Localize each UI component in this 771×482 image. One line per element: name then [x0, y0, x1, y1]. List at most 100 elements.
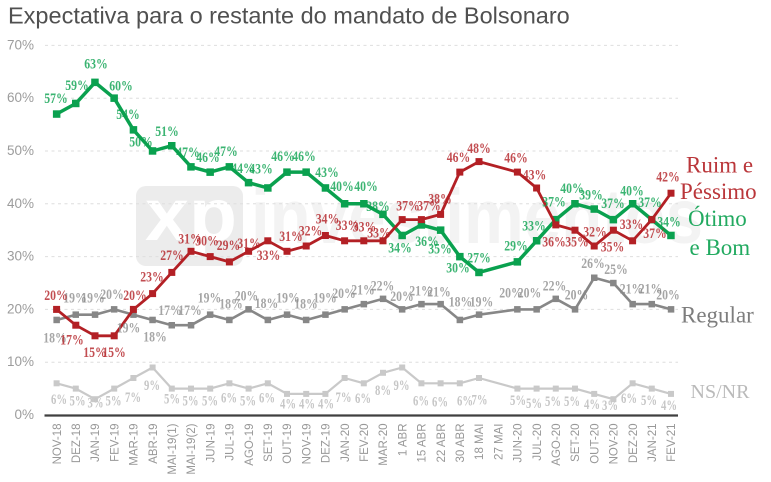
svg-text:9%: 9%	[394, 378, 410, 394]
svg-text:JUN-20: JUN-20	[513, 424, 525, 463]
svg-text:20%: 20%	[332, 286, 356, 302]
svg-text:39%: 39%	[579, 188, 603, 204]
svg-text:37%: 37%	[601, 196, 625, 212]
svg-text:33%: 33%	[336, 218, 360, 234]
svg-text:33%: 33%	[620, 217, 644, 233]
svg-text:6%: 6%	[413, 394, 429, 410]
svg-text:18%: 18%	[219, 297, 243, 313]
svg-text:ABR-19: ABR-19	[148, 424, 160, 464]
svg-text:NS/NR: NS/NR	[691, 381, 751, 403]
svg-text:JUN-19: JUN-19	[205, 424, 217, 463]
svg-text:34%: 34%	[316, 212, 340, 228]
svg-text:JAN-21: JAN-21	[647, 424, 659, 462]
svg-text:17%: 17%	[60, 333, 84, 349]
svg-text:27%: 27%	[467, 251, 491, 267]
svg-text:27 MAI: 27 MAI	[493, 424, 505, 460]
svg-text:xp: xp	[145, 173, 237, 256]
svg-text:29%: 29%	[217, 238, 241, 254]
svg-text:7%: 7%	[125, 390, 141, 406]
svg-text:26%: 26%	[581, 256, 605, 272]
svg-text:e Bom: e Bom	[690, 235, 751, 260]
svg-text:FEV-20: FEV-20	[359, 424, 371, 462]
svg-text:22%: 22%	[543, 279, 567, 295]
svg-text:30%: 30%	[195, 234, 219, 250]
svg-text:5%: 5%	[526, 396, 542, 412]
svg-text:10%: 10%	[7, 354, 34, 369]
svg-text:AGO-20: AGO-20	[551, 424, 563, 466]
svg-text:5%: 5%	[510, 393, 526, 409]
svg-text:6%: 6%	[457, 394, 473, 410]
svg-text:6%: 6%	[221, 391, 237, 407]
svg-text:NOV-19: NOV-19	[301, 424, 313, 465]
svg-text:7%: 7%	[472, 393, 488, 409]
svg-text:MAR-20: MAR-20	[378, 424, 390, 466]
svg-text:31%: 31%	[237, 236, 261, 252]
svg-text:43%: 43%	[315, 165, 339, 181]
svg-text:20%: 20%	[235, 289, 259, 305]
svg-text:Péssimo: Péssimo	[680, 179, 757, 204]
svg-text:20%: 20%	[123, 288, 147, 304]
svg-text:6%: 6%	[259, 391, 275, 407]
svg-text:OUT-20: OUT-20	[589, 424, 601, 464]
svg-text:5%: 5%	[70, 394, 86, 410]
svg-text:MAI-19(2): MAI-19(2)	[186, 423, 198, 474]
svg-text:60%: 60%	[109, 79, 133, 95]
svg-text:46%: 46%	[504, 151, 528, 167]
svg-text:Ótimo: Ótimo	[688, 205, 747, 231]
svg-text:42%: 42%	[656, 170, 680, 186]
svg-text:Regular: Regular	[681, 303, 754, 328]
svg-text:18%: 18%	[43, 331, 67, 347]
svg-text:38%: 38%	[428, 192, 452, 208]
svg-text:Expectativa para o restante do: Expectativa para o restante do mandato d…	[8, 3, 570, 29]
svg-text:37%: 37%	[638, 195, 662, 211]
svg-text:33%: 33%	[257, 248, 281, 264]
svg-text:33%: 33%	[522, 219, 546, 235]
svg-text:30 ABR: 30 ABR	[455, 424, 467, 463]
svg-text:18%: 18%	[143, 330, 167, 346]
svg-text:JUL-19: JUL-19	[225, 424, 237, 461]
svg-text:17%: 17%	[158, 303, 182, 319]
svg-text:DEZ-19: DEZ-19	[321, 424, 333, 464]
svg-text:29%: 29%	[504, 239, 528, 255]
svg-text:20%: 20%	[390, 289, 414, 305]
svg-text:18%: 18%	[449, 295, 473, 311]
svg-text:FEV-21: FEV-21	[666, 424, 678, 462]
svg-text:21%: 21%	[427, 285, 451, 301]
svg-text:25%: 25%	[604, 262, 628, 278]
svg-text:NOV-18: NOV-18	[52, 424, 64, 465]
svg-text:33%: 33%	[367, 226, 391, 242]
svg-text:31%: 31%	[279, 229, 303, 245]
svg-text:OUT-19: OUT-19	[282, 424, 294, 464]
svg-text:27%: 27%	[160, 248, 184, 264]
svg-text:SET-20: SET-20	[570, 424, 582, 462]
svg-text:51%: 51%	[155, 124, 179, 140]
svg-text:43%: 43%	[249, 162, 273, 178]
svg-text:32%: 32%	[299, 224, 323, 240]
svg-text:19%: 19%	[81, 291, 105, 307]
svg-text:3%: 3%	[602, 398, 618, 414]
svg-text:5%: 5%	[164, 392, 180, 408]
svg-text:36%: 36%	[415, 234, 439, 250]
svg-text:22%: 22%	[371, 279, 395, 295]
svg-text:6%: 6%	[432, 395, 448, 411]
svg-text:5%: 5%	[641, 393, 657, 409]
svg-text:21%: 21%	[639, 282, 663, 298]
svg-text:DEZ-18: DEZ-18	[71, 424, 83, 464]
svg-text:5%: 5%	[240, 394, 256, 410]
svg-text:70%: 70%	[7, 37, 34, 52]
svg-text:21%: 21%	[409, 284, 433, 300]
svg-text:5%: 5%	[106, 394, 122, 410]
svg-text:40%: 40%	[7, 196, 34, 211]
svg-text:37%: 37%	[396, 199, 420, 215]
svg-text:20%: 20%	[656, 288, 680, 304]
svg-text:JAN-19: JAN-19	[90, 424, 102, 462]
svg-text:35%: 35%	[601, 240, 625, 256]
svg-text:20%: 20%	[44, 288, 68, 304]
svg-text:MAI-19(1): MAI-19(1)	[167, 423, 179, 474]
svg-text:35%: 35%	[428, 242, 452, 258]
svg-text:6%: 6%	[355, 391, 371, 407]
svg-text:19%: 19%	[198, 291, 222, 307]
svg-text:57%: 57%	[44, 91, 68, 107]
svg-text:5%: 5%	[202, 394, 218, 410]
svg-text:22 ABR: 22 ABR	[436, 424, 448, 463]
